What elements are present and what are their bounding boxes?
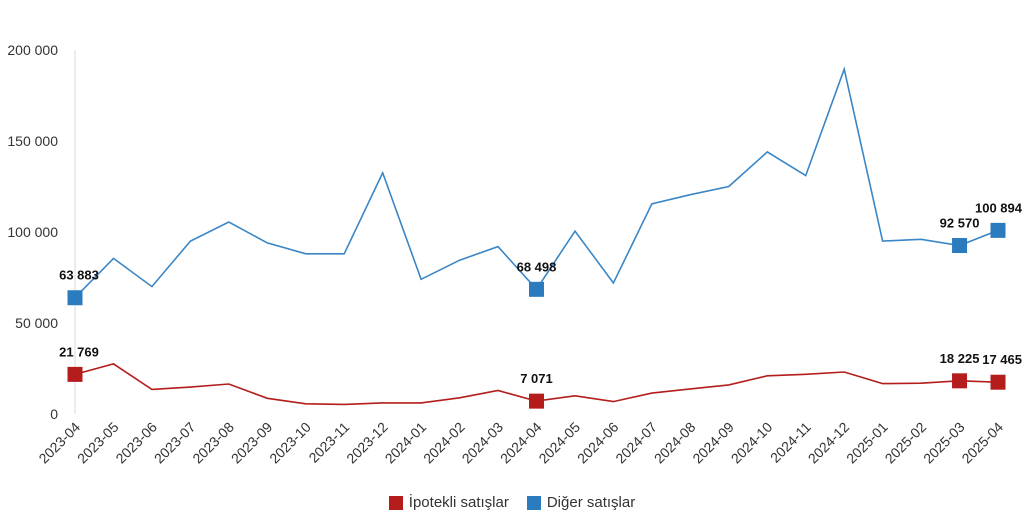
x-tick-label: 2025-01 <box>843 419 891 467</box>
y-tick-label: 150 000 <box>7 133 58 149</box>
legend-label-diger: Diğer satışlar <box>546 494 636 511</box>
x-tick-label: 2025-02 <box>882 419 930 467</box>
x-tick-label: 2024-09 <box>689 419 737 467</box>
data-label: 63 883 <box>59 268 99 283</box>
x-tick-label: 2024-01 <box>382 419 430 467</box>
x-tick-label: 2023-08 <box>189 419 237 467</box>
x-tick-label: 2024-03 <box>459 419 507 467</box>
x-tick-label: 2024-08 <box>651 419 699 467</box>
data-label: 17 465 <box>982 352 1022 367</box>
y-tick-label: 0 <box>50 406 58 422</box>
x-tick-label: 2024-12 <box>805 419 853 467</box>
chart-legend: İpotekli satışlar Diğer satışlar <box>0 494 1024 511</box>
x-tick-label: 2024-05 <box>535 419 583 467</box>
x-tick-label: 2025-03 <box>920 419 968 467</box>
x-tick-label: 2023-04 <box>35 419 83 467</box>
x-tick-label: 2023-09 <box>228 419 276 467</box>
series-marker-0 <box>529 393 544 409</box>
legend-swatch-ipotekli <box>388 495 403 510</box>
data-label: 21 769 <box>59 344 99 359</box>
legend-item-ipotekli: İpotekli satışlar <box>388 494 509 511</box>
x-tick-label: 2024-06 <box>574 419 622 467</box>
y-tick-label: 100 000 <box>7 224 58 240</box>
legend-label-ipotekli: İpotekli satışlar <box>408 494 509 511</box>
legend-swatch-diger <box>526 495 541 510</box>
data-label: 18 225 <box>940 351 980 366</box>
x-tick-label: 2024-10 <box>728 419 776 467</box>
x-tick-label: 2023-10 <box>266 419 314 467</box>
y-tick-label: 200 000 <box>7 42 58 58</box>
series-marker-0 <box>67 366 83 382</box>
data-label: 7 071 <box>520 371 553 386</box>
data-label: 92 570 <box>940 216 980 231</box>
y-tick-label: 50 000 <box>15 315 58 331</box>
x-tick-label: 2023-05 <box>74 419 122 467</box>
series-marker-1 <box>990 222 1006 238</box>
series-marker-1 <box>529 281 544 297</box>
x-tick-label: 2023-07 <box>151 419 199 467</box>
x-tick-label: 2024-02 <box>420 419 468 467</box>
x-tick-label: 2023-12 <box>343 419 391 467</box>
series-marker-1 <box>67 290 83 306</box>
series-marker-1 <box>952 238 968 254</box>
x-tick-label: 2024-04 <box>497 419 545 467</box>
data-label: 100 894 <box>975 200 1023 215</box>
legend-item-diger: Diğer satışlar <box>526 494 636 511</box>
x-tick-label: 2025-04 <box>958 419 1006 467</box>
series-marker-0 <box>990 374 1006 390</box>
x-tick-label: 2024-07 <box>612 419 660 467</box>
series-marker-0 <box>952 373 968 389</box>
chart-data-labels: 21 769 7 071 18 225 17 465 63 883 68 498 92 57… <box>59 200 1023 386</box>
chart-series <box>67 66 1006 409</box>
x-tick-label: 2023-06 <box>112 419 160 467</box>
data-label: 68 498 <box>517 259 557 274</box>
